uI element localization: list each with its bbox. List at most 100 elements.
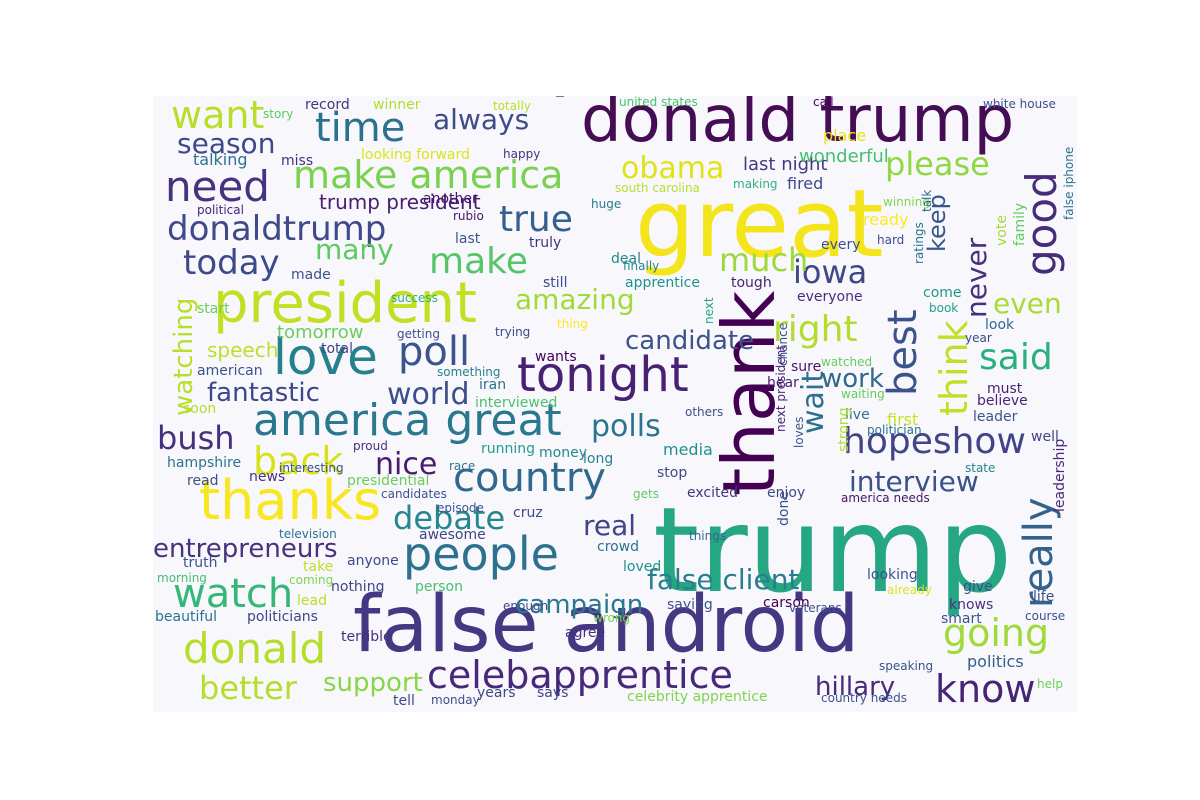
word-fired: fired (787, 176, 823, 192)
word-place: place (823, 128, 866, 144)
word-running: running (481, 442, 535, 456)
word-today: today (183, 246, 280, 280)
word-watching: watching (171, 298, 197, 416)
word-real: real (583, 512, 636, 540)
word-person: person (415, 580, 463, 594)
word-make: make (429, 244, 528, 280)
word-television: television (279, 528, 337, 540)
word-false-iphone: false iphone (1063, 147, 1075, 220)
word-nothing: nothing (331, 580, 384, 594)
word-next: next (703, 297, 715, 324)
word-veterans: veterans (789, 602, 842, 614)
word-success: success (391, 292, 438, 304)
word-happy: happy (503, 148, 540, 160)
word-celebrity-apprentice: celebrity apprentice (627, 690, 768, 704)
word-race: race (449, 460, 475, 472)
word-money: money (539, 446, 587, 460)
word-watched: watched (821, 356, 872, 368)
word-read: read (187, 474, 219, 488)
word-vote: vote (995, 215, 1009, 246)
word-knows: knows (949, 598, 993, 612)
word-ratings: ratings (913, 222, 925, 264)
word-cloud-panel: trump great donald trump false android thank… (153, 96, 1077, 712)
word-every: every (821, 238, 861, 252)
word-others: others (685, 406, 723, 418)
word-made: made (291, 268, 331, 282)
word-enough: enough (503, 600, 548, 612)
word-politicians: politicians (247, 610, 318, 624)
word-please: please (885, 148, 990, 180)
word-wrong: wrong (593, 612, 630, 624)
word-crowd: crowd (597, 540, 639, 554)
word-amazing: amazing (515, 286, 635, 314)
word-media: media (663, 442, 713, 458)
word-still: still (543, 276, 567, 290)
word-episode: episode (437, 502, 484, 514)
word-fantastic: fantastic (207, 380, 320, 406)
word-looking-forward: looking forward (361, 148, 470, 162)
word-political: political (197, 204, 244, 216)
word-much: much (719, 244, 808, 276)
word-loves: loves (793, 417, 805, 448)
word-next-president: next president (775, 345, 787, 432)
word-politics: politics (967, 654, 1024, 670)
word-things: things (689, 530, 726, 542)
word-time: time (315, 108, 405, 148)
word-even: even (993, 290, 1062, 318)
word-true: true (499, 202, 573, 238)
word-year: year (965, 332, 992, 344)
word-story: story (263, 108, 293, 120)
word-everyone: everyone (797, 290, 863, 304)
word-total: total (321, 342, 353, 356)
word-lead: lead (297, 594, 327, 608)
word-tough: tough (731, 276, 772, 290)
word-book: book (929, 302, 958, 314)
word-wants: wants (535, 350, 577, 364)
word-long: long (583, 452, 613, 466)
word-state: state (965, 462, 995, 474)
word-bush: bush (157, 422, 235, 454)
word-truth: truth (183, 556, 217, 570)
word-come: come (923, 286, 962, 300)
word-miss: miss (281, 154, 313, 168)
word-better: better (199, 672, 297, 704)
word-south-carolina: south carolina (615, 182, 700, 194)
word-another: another (423, 192, 478, 206)
word-call: call (813, 96, 834, 108)
word-beautiful: beautiful (155, 610, 217, 624)
word-winner: winner (373, 98, 420, 112)
word-news: news (249, 470, 285, 484)
word-talk: talk (921, 190, 933, 212)
word-strong: strong (837, 407, 851, 452)
word-know: know (935, 670, 1035, 708)
word-sure: sure (791, 360, 821, 374)
word-leadership: leadership (1053, 439, 1067, 512)
word-huge: huge (591, 198, 621, 210)
word-needs: needs (553, 96, 567, 98)
word-years: years (477, 686, 516, 700)
word-stop: stop (657, 466, 687, 480)
word-done: done (777, 491, 791, 526)
word-already: already (887, 584, 932, 596)
word-trying: trying (495, 326, 530, 338)
word-help: help (1037, 678, 1063, 690)
word-country-needs: country needs (821, 692, 907, 704)
word-life: life (1033, 590, 1054, 604)
word-need: need (165, 166, 270, 208)
word-american: american (197, 364, 263, 378)
word-believe: believe (977, 394, 1028, 408)
word-donald: donald (183, 628, 326, 670)
word-monday: monday (431, 694, 480, 706)
word-waiting: waiting (841, 388, 885, 400)
word-says: says (537, 686, 568, 700)
word-america-needs: america needs (841, 492, 930, 504)
word-cruz: cruz (513, 506, 543, 520)
word-anyone: anyone (347, 554, 399, 568)
word-wonderful: wonderful (799, 148, 889, 166)
word-getting: getting (397, 328, 440, 340)
word-course: course (1025, 610, 1065, 622)
word-agree: agree (565, 626, 605, 640)
word-false-client: false client (647, 566, 799, 594)
word-morning: morning (157, 572, 207, 584)
